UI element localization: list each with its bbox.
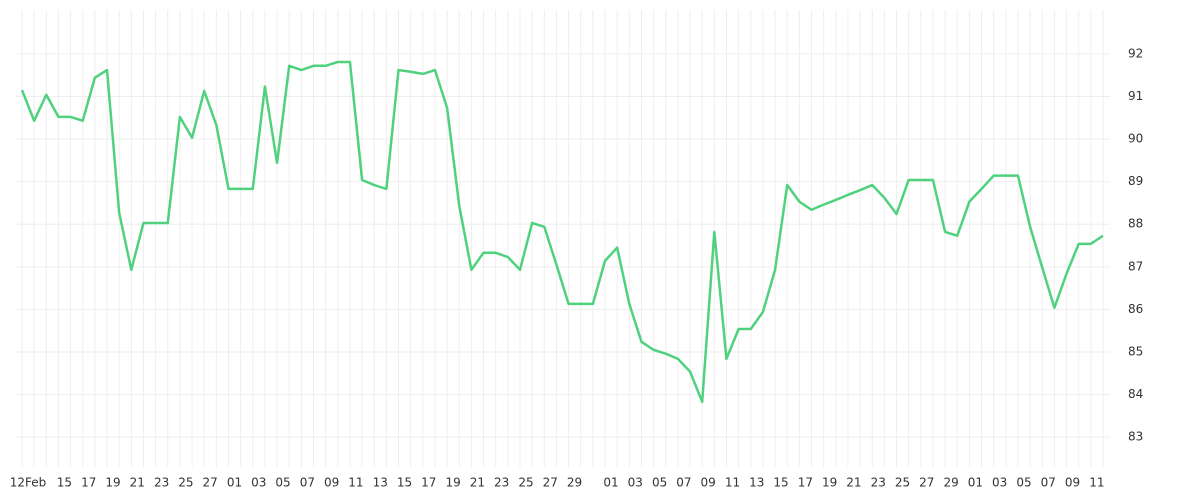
x-tick-label: 13 bbox=[749, 476, 764, 490]
x-tick-label: 09 bbox=[1065, 476, 1080, 490]
x-tick-label: 15 bbox=[773, 476, 788, 490]
y-tick-label: 92 bbox=[1128, 46, 1143, 60]
y-tick-label: 91 bbox=[1128, 89, 1143, 103]
x-tick-label: 27 bbox=[919, 476, 934, 490]
x-tick-label: 11 bbox=[1089, 476, 1104, 490]
x-tick-label: 19 bbox=[445, 476, 460, 490]
x-tick-label: 21 bbox=[470, 476, 485, 490]
x-tick-label: 17 bbox=[81, 476, 96, 490]
x-tick-label: 21 bbox=[130, 476, 145, 490]
x-tick-label: 23 bbox=[871, 476, 886, 490]
x-tick-label: 13 bbox=[373, 476, 388, 490]
y-tick-label: 90 bbox=[1128, 132, 1143, 146]
x-tick-label: 11 bbox=[725, 476, 740, 490]
x-tick-label: 01 bbox=[227, 476, 242, 490]
x-tick-label: 01 bbox=[968, 476, 983, 490]
x-tick-label: 15 bbox=[57, 476, 72, 490]
x-tick-label: 12Feb bbox=[10, 476, 47, 490]
x-tick-label: 03 bbox=[251, 476, 266, 490]
x-tick-label: 07 bbox=[676, 476, 691, 490]
x-tick-label: 03 bbox=[992, 476, 1007, 490]
x-tick-label: 01 bbox=[603, 476, 618, 490]
x-tick-label: 25 bbox=[518, 476, 533, 490]
x-tick-label: 17 bbox=[421, 476, 436, 490]
y-tick-label: 87 bbox=[1128, 259, 1143, 273]
x-tick-label: 23 bbox=[494, 476, 509, 490]
x-tick-label: 07 bbox=[1041, 476, 1056, 490]
x-tick-label: 25 bbox=[178, 476, 193, 490]
y-tick-label: 89 bbox=[1128, 174, 1143, 188]
x-tick-label: 05 bbox=[652, 476, 667, 490]
y-tick-label: 83 bbox=[1128, 430, 1143, 444]
x-tick-label: 19 bbox=[822, 476, 837, 490]
x-tick-label: 09 bbox=[324, 476, 339, 490]
x-tick-label: 19 bbox=[105, 476, 120, 490]
x-tick-label: 03 bbox=[628, 476, 643, 490]
x-tick-label: 29 bbox=[943, 476, 958, 490]
x-tick-label: 05 bbox=[1016, 476, 1031, 490]
x-tick-label: 07 bbox=[300, 476, 315, 490]
y-tick-label: 85 bbox=[1128, 345, 1143, 359]
y-tick-label: 86 bbox=[1128, 302, 1143, 316]
y-tick-label: 88 bbox=[1128, 217, 1143, 231]
x-tick-label: 27 bbox=[543, 476, 558, 490]
y-tick-label: 84 bbox=[1128, 387, 1143, 401]
x-tick-label: 15 bbox=[397, 476, 412, 490]
x-tick-label: 29 bbox=[567, 476, 582, 490]
x-tick-label: 11 bbox=[348, 476, 363, 490]
x-tick-label: 09 bbox=[701, 476, 716, 490]
x-tick-label: 25 bbox=[895, 476, 910, 490]
x-tick-label: 27 bbox=[203, 476, 218, 490]
x-tick-label: 05 bbox=[275, 476, 290, 490]
x-tick-label: 17 bbox=[798, 476, 813, 490]
x-tick-label: 23 bbox=[154, 476, 169, 490]
data-line bbox=[20, 60, 1104, 404]
x-tick-label: 21 bbox=[846, 476, 861, 490]
